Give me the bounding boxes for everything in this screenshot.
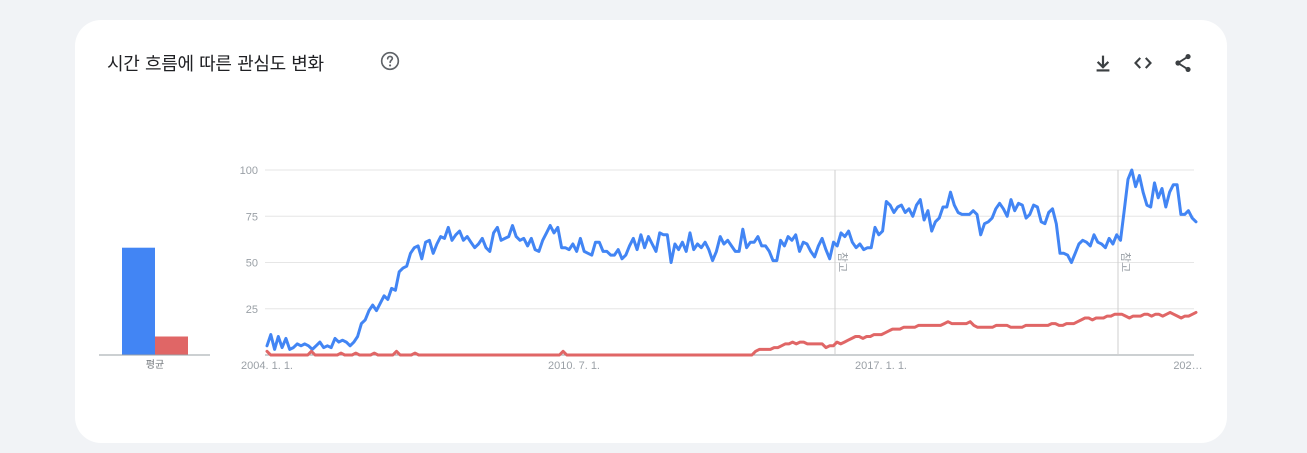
y-tick-label: 50 <box>246 258 258 270</box>
x-tick-label: 2017. 1. 1. <box>855 360 907 372</box>
series-line-1 <box>265 168 1198 351</box>
x-tick-label: 2010. 7. 1. <box>548 360 600 372</box>
help-circle-icon[interactable] <box>380 51 400 71</box>
card-title: 시간 흐름에 따른 관심도 변화 <box>107 54 324 75</box>
annotation-label: 참고 <box>1119 252 1132 272</box>
share-icon[interactable] <box>1172 52 1194 74</box>
annotation-label: 참고 <box>836 252 849 272</box>
y-tick-label: 25 <box>246 304 258 316</box>
x-tick-label: 2004. 1. 1. <box>241 360 293 372</box>
average-bar-1 <box>122 247 155 355</box>
embed-icon[interactable] <box>1132 52 1154 74</box>
average-label: 평균 <box>146 359 164 371</box>
series-line-2 <box>265 310 1198 357</box>
download-icon[interactable] <box>1092 53 1114 75</box>
x-tick-label: 202… <box>1173 360 1202 372</box>
y-tick-label: 75 <box>246 211 258 223</box>
average-bar-2 <box>155 336 188 355</box>
interest-over-time-card: 시간 흐름에 따른 관심도 변화 <box>75 20 1227 443</box>
y-tick-label: 100 <box>240 165 258 177</box>
